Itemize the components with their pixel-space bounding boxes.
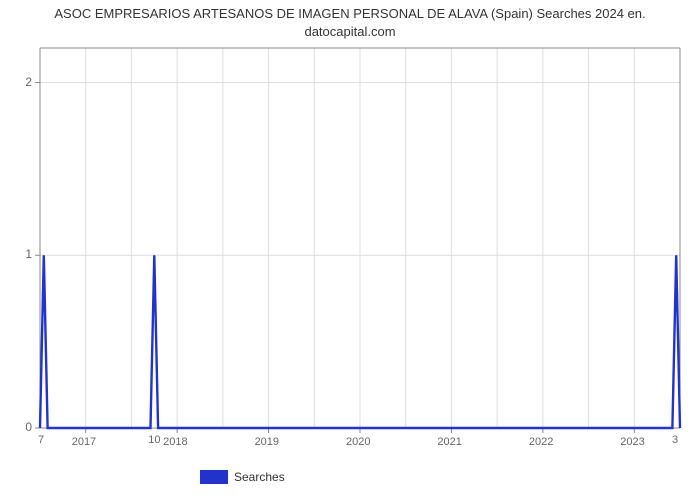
legend-label: Searches [234,470,285,484]
legend-swatch [200,470,228,484]
xtick-2019: 2019 [255,436,279,448]
chart-svg [0,0,700,500]
xtick-2020: 2020 [346,436,370,448]
legend: Searches [200,470,285,484]
xtick-2017: 2017 [72,436,96,448]
xtick-2021: 2021 [437,436,461,448]
corner-bottom-left: 10 [148,434,160,446]
ytick-0: 0 [25,420,32,434]
xtick-2023: 2023 [620,436,644,448]
ytick-1: 1 [25,247,32,261]
chart-title-line2: datocapital.com [0,24,700,39]
xtick-2018: 2018 [163,436,187,448]
chart-title-line1: ASOC EMPRESARIOS ARTESANOS DE IMAGEN PER… [0,6,700,21]
corner-bottom-right: 3 [672,434,678,446]
corner-top-left: 7 [38,434,44,446]
xtick-2022: 2022 [529,436,553,448]
chart-container: ASOC EMPRESARIOS ARTESANOS DE IMAGEN PER… [0,0,700,500]
ytick-2: 2 [25,75,32,89]
